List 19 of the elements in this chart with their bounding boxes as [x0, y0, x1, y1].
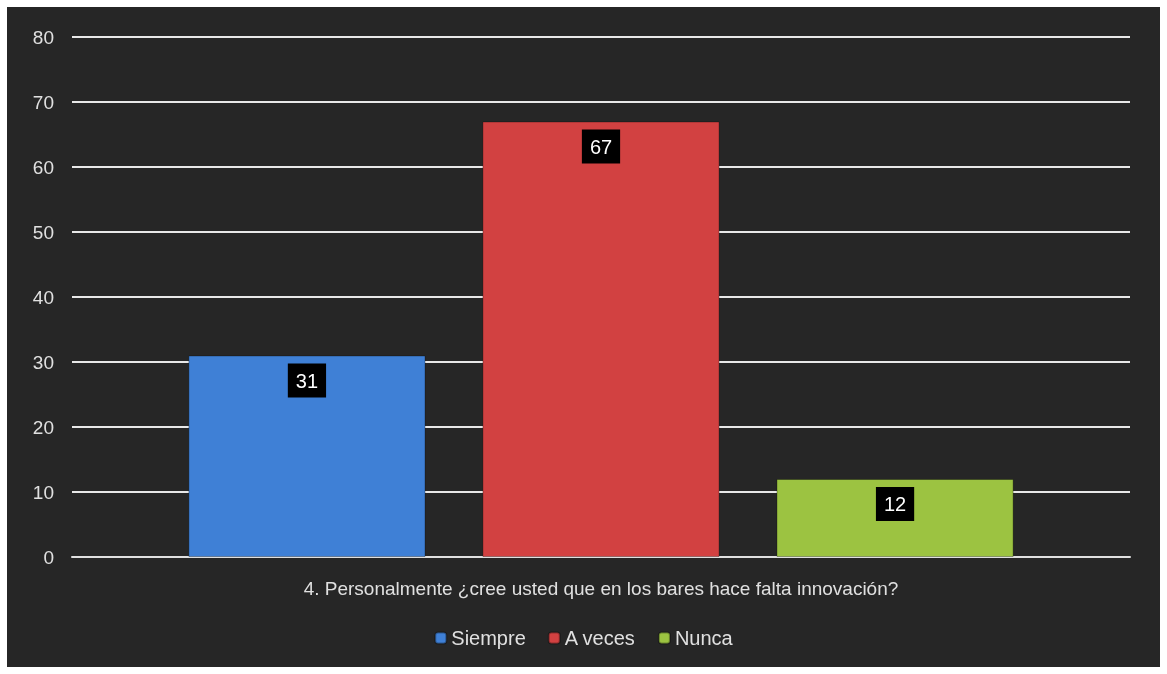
bar: [776, 479, 1014, 557]
data-label: 12: [883, 493, 907, 515]
y-tick-label: 80: [32, 26, 54, 48]
legend-label: A veces: [564, 627, 635, 649]
y-tick-label: 40: [32, 286, 54, 308]
y-tick-label: 0: [43, 546, 54, 568]
legend-label: Siempre: [451, 627, 526, 649]
y-tick-label: 70: [32, 91, 54, 113]
legend-label: Nunca: [674, 627, 734, 649]
y-tick-label: 10: [32, 481, 54, 503]
data-label: 67: [589, 135, 613, 158]
data-label: 31: [295, 369, 319, 392]
bar: [188, 355, 426, 557]
y-tick-label: 20: [32, 416, 54, 438]
bar: [482, 121, 720, 557]
y-tick-label: 60: [32, 156, 54, 178]
y-tick-label: 50: [32, 221, 54, 243]
y-tick-label: 30: [32, 351, 54, 373]
x-tick-label: 4. Personalmente ¿cree usted que en los bares hace falta innovación?: [303, 578, 899, 599]
